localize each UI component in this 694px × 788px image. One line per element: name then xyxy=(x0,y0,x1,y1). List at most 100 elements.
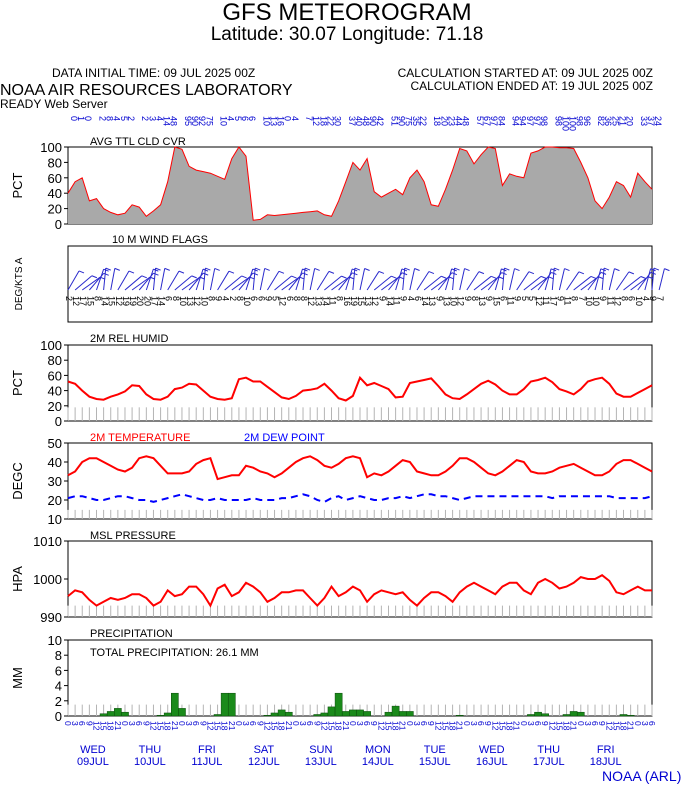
hour-label: 6 xyxy=(533,721,543,726)
wind-barb xyxy=(480,276,500,291)
wind-barb xyxy=(252,268,256,291)
wind-barb xyxy=(608,268,615,291)
precip-bar xyxy=(270,712,279,717)
hour-label: 9 xyxy=(369,721,379,726)
wind-speed-label: 12 xyxy=(534,296,544,306)
cloud-top-label: 1 xyxy=(76,116,86,121)
wind-barb-flag xyxy=(128,270,135,274)
cloud-top-label: 94 xyxy=(511,116,521,126)
precip-bar xyxy=(178,708,186,717)
wind-speed-label: 14 xyxy=(420,296,430,306)
hour-label: 12 xyxy=(604,721,614,731)
temperature-legend: 2M TEMPERATURE xyxy=(90,432,190,444)
wind-barb xyxy=(551,268,555,291)
temp-y-label: DEGC xyxy=(10,462,25,500)
wind-barb xyxy=(202,268,206,291)
wind-barb xyxy=(295,268,303,291)
temperature-line xyxy=(67,455,653,481)
hour-label: 12 xyxy=(91,721,101,731)
day-date: 14JUL xyxy=(362,756,394,768)
wind-barb-flag xyxy=(328,270,335,274)
wind-barb xyxy=(530,276,549,291)
cloud-top-label: 57 xyxy=(475,116,485,126)
hour-label: 15 xyxy=(156,721,166,731)
cloud-top-label: 6 xyxy=(247,116,257,121)
precip-total: TOTAL PRECIPITATION: 26.1 MM xyxy=(90,647,259,659)
wind-barb-flag xyxy=(554,267,560,271)
cloud-top-label: 37 xyxy=(646,116,656,126)
hour-label: 18 xyxy=(505,721,515,731)
wind-barb-flag xyxy=(391,275,397,279)
precip-bar xyxy=(341,711,350,717)
wind-barb-flag xyxy=(153,272,159,276)
hour-label: 12 xyxy=(433,721,443,731)
wind-barb-flag xyxy=(404,267,410,271)
cloud-top-label: 100 xyxy=(560,116,570,131)
wind-barb xyxy=(580,276,599,291)
noaa-credit: NOAA (ARL) xyxy=(602,768,682,784)
wind-barb xyxy=(402,268,406,291)
cloud-top-label: 36 xyxy=(603,116,613,126)
wind-speed-label: 6 xyxy=(627,296,637,301)
hour-label: 15 xyxy=(327,721,337,731)
wind-speed-label: 9 xyxy=(648,296,658,301)
rh-gridlines xyxy=(67,407,653,421)
wind-barb xyxy=(544,268,552,291)
day-date: 17JUL xyxy=(533,756,565,768)
dewpoint-legend: 2M DEW POINT xyxy=(244,432,325,444)
wind-barb xyxy=(594,268,602,291)
hour-label: 9 xyxy=(426,721,436,726)
precip-bar xyxy=(626,714,635,717)
hour-label: 15 xyxy=(554,721,564,731)
wind-speed-label: 17 xyxy=(78,296,88,306)
cloud-top-label: 22 xyxy=(418,116,428,126)
hour-label: 21 xyxy=(113,721,123,731)
cloud-top-label: 18 xyxy=(432,116,442,126)
hour-label: 0 xyxy=(120,721,130,726)
wind-barb xyxy=(644,268,652,291)
cloud-top-label: 4 xyxy=(154,116,164,121)
precip-bar xyxy=(349,709,357,717)
cloud-top-label: 35 xyxy=(411,116,421,126)
wind-barb xyxy=(558,268,565,291)
wind-speed-label: 6 xyxy=(413,296,423,301)
precip-bar xyxy=(156,714,165,717)
wind-barb-flag xyxy=(141,275,147,279)
wind-barb-flag xyxy=(514,268,520,272)
wind-speed-label: 14 xyxy=(320,296,330,306)
rh-y-label: PCT xyxy=(10,370,25,396)
wind-barb-flag xyxy=(528,271,535,275)
cloud-top-label: 14 xyxy=(162,116,172,126)
wind-barb-flag xyxy=(647,276,654,280)
precip-bar xyxy=(313,714,322,717)
wind-barb xyxy=(160,268,166,291)
wind-barb xyxy=(473,275,492,291)
precip-bar xyxy=(220,692,229,717)
hour-label: 3 xyxy=(412,721,422,726)
hour-label: 6 xyxy=(647,721,657,726)
wind-speed-label: 8 xyxy=(570,296,580,301)
wind-barb-flag xyxy=(428,271,435,275)
hour-label: 21 xyxy=(455,721,465,731)
wind-speed-label: 12 xyxy=(114,296,124,306)
day-date: 15JUL xyxy=(419,756,451,768)
cloud-top-label: 2 xyxy=(126,116,136,121)
wind-speed-label: 8 xyxy=(470,296,480,301)
precip-bar xyxy=(384,711,393,717)
wind-barb-flag xyxy=(91,275,98,279)
wind-speed-label: 9 xyxy=(463,296,473,301)
precip-bar xyxy=(227,692,236,717)
wind-speed-label: 9 xyxy=(377,296,387,301)
precip-bar xyxy=(406,711,414,717)
wind-barb-flag xyxy=(103,268,109,272)
rh-y-tick-label: 0 xyxy=(55,414,62,429)
wind-barb xyxy=(430,276,450,291)
day-date: 18JUL xyxy=(590,756,622,768)
wind-barb-flag xyxy=(548,276,554,280)
wind-barb xyxy=(245,268,254,291)
wind-speed-label: 20 xyxy=(135,296,145,306)
cloud-y-tick-label: 20 xyxy=(48,202,62,217)
pressure-y-tick-label: 1000 xyxy=(33,572,62,587)
lab-name: NOAA AIR RESOURCES LABORATORY xyxy=(0,82,293,99)
precip-bar xyxy=(363,711,371,717)
